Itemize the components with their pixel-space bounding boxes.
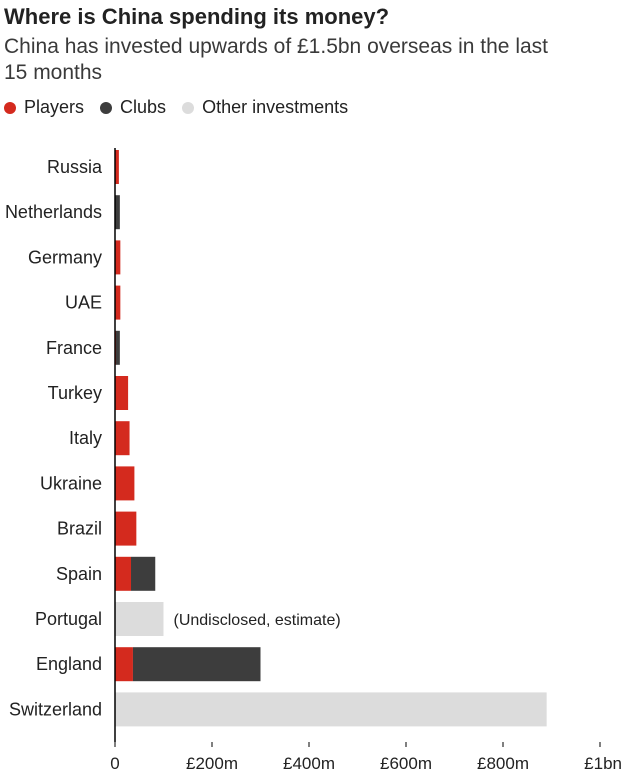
- chart-legend: Players Clubs Other investments: [4, 97, 364, 118]
- bar-ukraine-players: [115, 466, 135, 501]
- bar-russia-players: [115, 150, 119, 184]
- category-label-portugal: Portugal: [35, 609, 102, 629]
- x-tick-label-1bn: £1bn: [584, 754, 622, 773]
- bar-turkey-players: [115, 376, 129, 410]
- bar-brazil-players: [115, 511, 137, 546]
- category-label-brazil: Brazil: [57, 519, 102, 539]
- bar-england-players: [115, 647, 133, 682]
- category-label-turkey: Turkey: [48, 383, 102, 403]
- category-label-switzerland: Switzerland: [9, 699, 102, 719]
- bar-uae-players: [115, 285, 121, 320]
- category-label-russia: Russia: [47, 157, 103, 177]
- bar-spain-clubs: [131, 556, 156, 591]
- bar-england-clubs: [132, 647, 261, 682]
- bar-portugal-other-investments: [115, 602, 164, 636]
- legend-label-clubs: Clubs: [120, 97, 167, 117]
- x-tick-label-800m: £800m: [477, 754, 529, 773]
- bar-germany-players: [115, 240, 121, 275]
- legend-label-players: Players: [24, 97, 85, 117]
- bar-spain-players: [115, 556, 132, 591]
- annotation-portugal: (Undisclosed, estimate): [174, 612, 341, 629]
- category-label-ukraine: Ukraine: [40, 473, 102, 493]
- category-label-germany: Germany: [28, 247, 102, 267]
- x-tick-label-0: 0: [110, 754, 119, 773]
- legend-item-players: Players: [4, 97, 84, 118]
- x-tick-label-400m: £400m: [283, 754, 335, 773]
- chart-subtitle: China has invested upwards of £1.5bn ove…: [4, 35, 549, 84]
- legend-item-clubs: Clubs: [100, 97, 166, 118]
- category-label-spain: Spain: [56, 564, 102, 584]
- category-label-uae: UAE: [65, 293, 102, 313]
- legend-item-other-investments: Other investments: [182, 97, 348, 118]
- bar-netherlands-clubs: [115, 195, 120, 230]
- category-label-england: England: [36, 654, 102, 674]
- chart-title: Where is China spending its money?: [4, 4, 390, 29]
- x-tick-label-200m: £200m: [186, 754, 238, 773]
- legend-label-other-investments: Other investments: [202, 97, 349, 117]
- bar-switzerland-other-investments: [115, 692, 547, 727]
- category-label-netherlands: Netherlands: [5, 202, 102, 222]
- legend-swatch-clubs: [100, 101, 113, 114]
- bar-italy-players: [115, 421, 130, 456]
- category-label-italy: Italy: [69, 428, 102, 448]
- category-label-france: France: [46, 338, 102, 358]
- legend-swatch-other-investments: [182, 101, 195, 114]
- x-tick-label-600m: £600m: [380, 754, 432, 773]
- bar-france-clubs: [115, 330, 120, 365]
- legend-swatch-players: [4, 101, 16, 114]
